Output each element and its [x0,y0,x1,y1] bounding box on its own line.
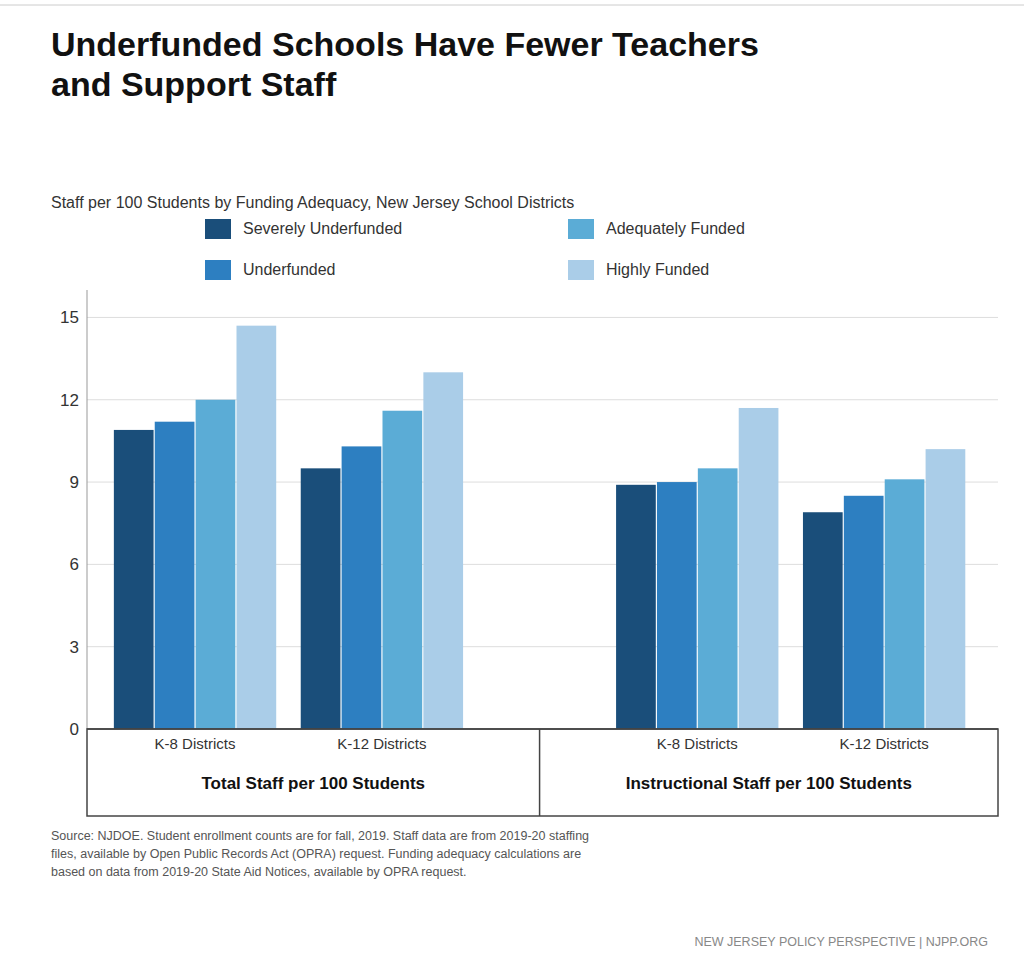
bar [382,411,422,729]
section-label: Instructional Staff per 100 Students [626,774,912,793]
background [0,0,1024,965]
subtitle: Staff per 100 Students by Funding Adequa… [51,194,574,211]
bar [698,468,738,729]
text-line: Source: NJDOE. Student enrollment counts… [51,829,589,843]
text-line: and Support Staff [51,65,337,103]
section-boxes [87,729,998,816]
x-tick-label: K-12 Districts [840,735,929,752]
y-tick-label: 15 [60,308,79,327]
legend-label: Highly Funded [606,261,709,278]
x-tick-label: K-12 Districts [337,735,426,752]
bar [423,372,463,729]
bar [236,326,276,729]
source: Source: NJDOE. Student enrollment counts… [51,829,589,879]
bar [739,408,779,729]
y-tick-label: 12 [60,391,79,410]
section-divider [539,729,541,816]
legend-swatch [568,260,594,280]
grid [87,317,998,729]
footer: NEW JERSEY POLICY PERSPECTIVE | NJPP.ORG [694,935,988,949]
x-tick-label: K-8 Districts [155,735,236,752]
bar [196,400,236,729]
bar [342,446,382,729]
y-tick-label: 3 [70,638,79,657]
bar [844,496,884,729]
y-axis-line [87,290,88,729]
grid-line [87,317,998,318]
bar [926,449,966,729]
bar [616,485,656,729]
legend-label: Underfunded [243,261,336,278]
bar [885,479,925,729]
top-border [0,5,1024,6]
title: Underfunded Schools Have Fewer Teachersa… [51,25,759,103]
section-label: Total Staff per 100 Students [202,774,426,793]
y-tick-label: 6 [70,555,79,574]
legend-label: Adequately Funded [606,220,745,237]
y-tick-label: 9 [70,473,79,492]
text-line: based on data from 2019-20 State Aid Not… [51,865,467,879]
bar [657,482,697,729]
text-line: Underfunded Schools Have Fewer Teachers [51,25,759,63]
chart: Underfunded Schools Have Fewer Teachersa… [0,0,1024,965]
bar [114,430,154,729]
legend-swatch [205,219,231,239]
text-line: files, available by Open Public Records … [51,847,581,861]
legend-swatch [205,260,231,280]
y-tick-label: 0 [70,720,79,739]
section-box [87,729,998,816]
bar [301,468,341,729]
bar [803,512,843,729]
legend-swatch [568,219,594,239]
bar [155,422,195,729]
x-tick-label: K-8 Districts [657,735,738,752]
legend-label: Severely Underfunded [243,220,402,237]
bars [114,326,965,729]
